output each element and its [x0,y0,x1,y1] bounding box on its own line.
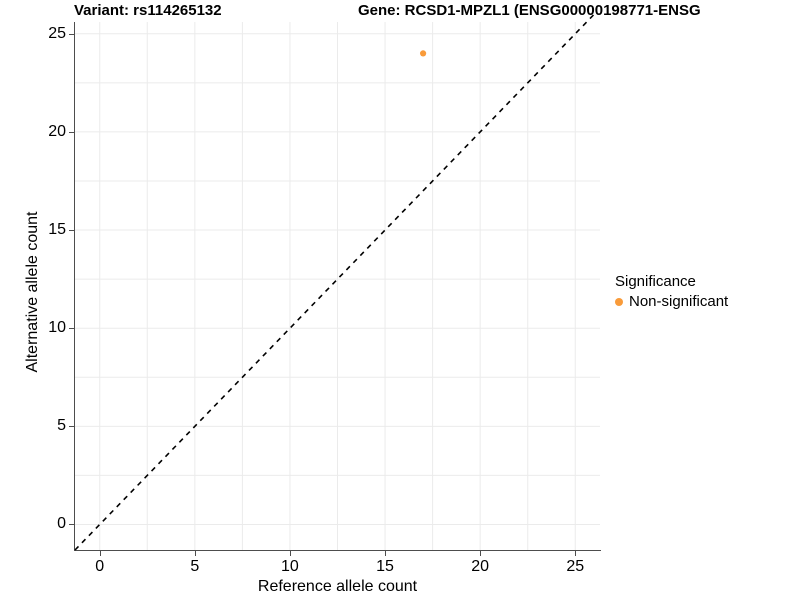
x-tick-mark [480,551,481,556]
x-tick-label: 20 [471,558,490,575]
variant-title: Variant: rs114265132 [74,2,222,19]
x-tick-label: 0 [95,558,105,575]
legend-entries: Non-significant [615,292,728,311]
y-tick-mark [69,524,74,525]
x-tick-mark [290,551,291,556]
y-tick-mark [69,230,74,231]
y-tick-label: 0 [57,515,66,533]
x-tick-mark [385,551,386,556]
legend-item[interactable]: Non-significant [615,292,728,311]
y-tick-label: 25 [48,24,66,42]
identity-line [74,13,595,551]
y-axis-title: Alternative allele count [24,211,41,373]
y-axis-line [74,22,75,551]
x-tick-label: 15 [376,558,394,575]
x-tick-label: 10 [281,558,299,575]
y-tick-mark [69,328,74,329]
x-tick-mark [195,551,196,556]
x-tick-label-wrap: 15 [355,558,415,576]
x-tick-label-wrap: 20 [450,558,510,576]
x-axis-title: Reference allele count [257,578,418,595]
x-axis-line [74,550,601,551]
x-tick-mark [575,551,576,556]
x-tick-mark [100,551,101,556]
y-tick-label: 15 [48,221,66,239]
x-tick-label-wrap: 0 [70,558,130,576]
x-tick-label-wrap: 25 [545,558,605,576]
gene-title: Gene: RCSD1-MPZL1 (ENSG00000198771-ENSG [358,2,701,19]
y-tick-label: 20 [48,122,66,140]
x-tick-label: 5 [190,558,200,575]
gridlines [75,22,600,550]
legend-title: Significance [615,273,696,290]
y-tick-label: 5 [57,417,66,435]
y-tick-label: 10 [48,319,66,337]
y-tick-mark [69,426,74,427]
y-tick-mark [69,34,74,35]
x-tick-label-wrap: 5 [165,558,225,576]
x-tick-label: 25 [566,558,585,575]
legend-dot-icon [615,297,623,306]
x-tick-label-wrap: 10 [260,558,320,576]
data-layer [74,13,595,551]
data-point [419,50,427,57]
legend-item-label: Non-significant [629,293,729,310]
legend: Significance Non-significant [615,272,728,311]
plot-area [74,13,600,551]
y-tick-mark [69,132,74,133]
